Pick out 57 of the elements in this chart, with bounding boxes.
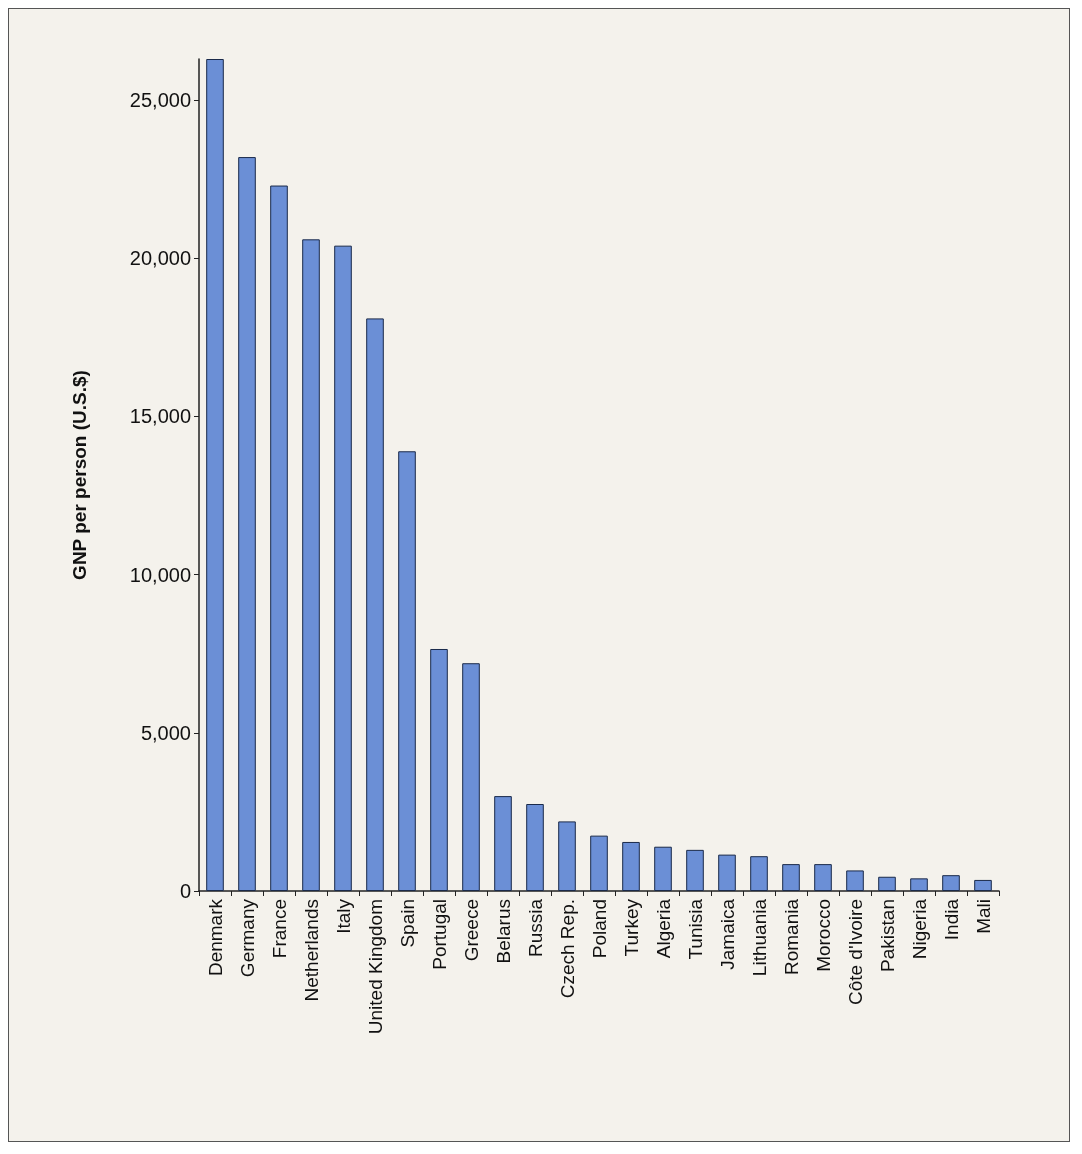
bar [526,804,544,891]
x-tick-label: France [268,899,290,959]
bar [558,821,576,891]
y-tick-label: 20,000 [129,247,191,270]
x-tick-label: Morocco [812,899,834,972]
x-tick-label: Jamaica [716,898,738,970]
x-tick-label: Russia [524,898,546,958]
x-tick-label: Italy [332,898,354,934]
bar [654,846,672,891]
x-tick-label: Lithuania [748,898,770,977]
y-tick-label: 25,000 [129,89,191,112]
bar [270,185,288,891]
bar [302,239,320,891]
y-tick-label: 0 [179,880,191,902]
x-tick-label: Algeria [652,898,674,959]
x-tick-label: Pakistan [876,899,898,972]
x-tick-label: Mali [972,899,994,934]
bar [206,59,224,891]
bar [942,875,960,891]
x-tick-label: United Kingdom [364,899,386,1035]
x-tick-label: Turkey [620,898,642,957]
bar [878,876,896,891]
x-tick-label: Netherlands [300,899,322,1002]
x-tick-label: Greece [460,899,482,962]
x-tick-label: Côte d'Ivoire [844,899,866,1006]
x-tick-label: Poland [588,899,610,959]
y-tick-label: 10,000 [129,563,191,586]
x-tick-label: Germany [236,898,258,978]
bar [750,856,768,891]
bar [846,870,864,891]
x-tick-label: Spain [396,899,418,948]
x-tick-label: Tunisia [684,898,706,960]
bar [430,648,448,891]
bar [238,157,256,891]
bar [622,841,640,891]
bar [718,854,736,891]
x-tick-label: Portugal [428,899,450,970]
x-tick-label: Denmark [204,898,226,977]
x-tick-label: Czech Rep. [556,899,578,999]
bar [974,879,992,891]
y-tick-label: 5,000 [140,721,191,744]
y-tick-label: 15,000 [129,405,191,428]
bar [398,451,416,891]
bar [334,245,352,891]
bar [366,318,384,891]
x-tick-label: Romania [780,898,802,976]
y-axis-title: GNP per person (U.S.$) [69,370,90,580]
bar [494,796,512,891]
x-tick-label: India [940,898,962,941]
x-tick-label: Nigeria [908,898,930,960]
x-tick-label: Belarus [492,899,514,964]
bar [462,663,480,891]
bar [910,878,928,891]
bar [590,835,608,891]
bar [686,849,704,891]
bar [782,864,800,891]
bar [814,864,832,891]
